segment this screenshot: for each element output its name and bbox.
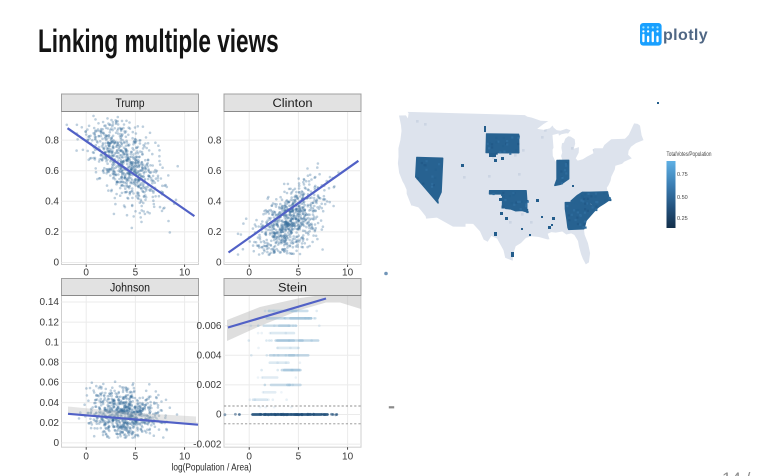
svg-text:Clinton: Clinton bbox=[273, 98, 313, 110]
svg-text:0.2: 0.2 bbox=[45, 227, 59, 238]
svg-text:0: 0 bbox=[216, 410, 222, 421]
svg-text:0.2: 0.2 bbox=[208, 227, 222, 238]
svg-text:0.75: 0.75 bbox=[677, 172, 688, 178]
svg-text:0.002: 0.002 bbox=[196, 380, 221, 391]
svg-text:0.6: 0.6 bbox=[45, 166, 59, 177]
svg-text:0: 0 bbox=[246, 268, 252, 279]
svg-text:TotalVotes/Population: TotalVotes/Population bbox=[667, 152, 712, 158]
svg-text:0.14: 0.14 bbox=[40, 297, 60, 308]
svg-text:10: 10 bbox=[179, 452, 191, 463]
svg-text:0.02: 0.02 bbox=[40, 418, 60, 429]
svg-text:0: 0 bbox=[53, 438, 59, 449]
svg-text:5: 5 bbox=[133, 452, 139, 463]
svg-text:5: 5 bbox=[296, 268, 302, 279]
svg-text:0.06: 0.06 bbox=[40, 378, 60, 389]
svg-text:0.04: 0.04 bbox=[40, 398, 60, 409]
svg-text:0.1: 0.1 bbox=[45, 338, 59, 349]
svg-text:Stein: Stein bbox=[278, 282, 307, 294]
svg-text:0.12: 0.12 bbox=[40, 317, 60, 328]
svg-text:0.25: 0.25 bbox=[677, 216, 688, 222]
svg-text:0: 0 bbox=[246, 452, 252, 463]
svg-text:10: 10 bbox=[342, 452, 354, 463]
svg-text:0: 0 bbox=[53, 258, 59, 269]
svg-text:0: 0 bbox=[216, 258, 222, 269]
svg-text:0.8: 0.8 bbox=[45, 135, 59, 146]
svg-text:10: 10 bbox=[342, 268, 354, 279]
svg-text:5: 5 bbox=[296, 452, 302, 463]
svg-text:0.6: 0.6 bbox=[208, 166, 222, 177]
svg-text:0: 0 bbox=[83, 452, 89, 463]
svg-text:log(Population / Area): log(Population / Area) bbox=[172, 462, 252, 474]
svg-text:0: 0 bbox=[83, 268, 89, 279]
svg-text:0.004: 0.004 bbox=[196, 351, 221, 362]
svg-text:0.4: 0.4 bbox=[208, 197, 222, 208]
svg-text:5: 5 bbox=[133, 268, 139, 279]
svg-text:Johnson: Johnson bbox=[110, 282, 150, 294]
svg-text:0.4: 0.4 bbox=[45, 197, 59, 208]
svg-text:0.50: 0.50 bbox=[677, 195, 688, 201]
svg-text:0.006: 0.006 bbox=[196, 321, 221, 332]
svg-text:0.08: 0.08 bbox=[40, 358, 60, 369]
svg-text:Trump: Trump bbox=[116, 98, 145, 110]
svg-text:-0.002: -0.002 bbox=[193, 439, 222, 450]
svg-text:0.8: 0.8 bbox=[208, 135, 222, 146]
svg-text:10: 10 bbox=[179, 268, 191, 279]
